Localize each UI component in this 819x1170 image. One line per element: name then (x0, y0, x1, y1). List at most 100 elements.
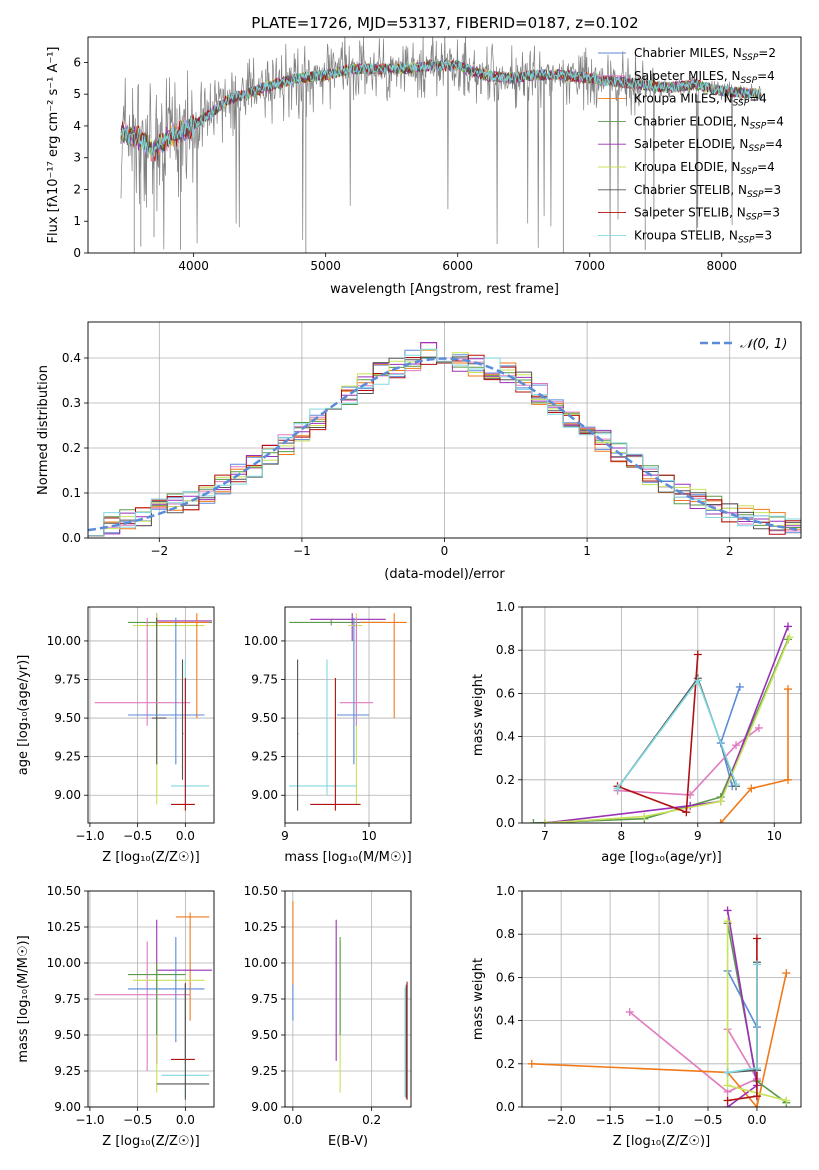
y-tick-label: 10.00 (244, 634, 278, 648)
axes-spectrum: 4000 5000 6000 7000 8000 0 1 2 3 4 5 6 Chabrier MILE… (46, 36, 802, 297)
x-tick-label: −1.5 (596, 1113, 625, 1127)
legend-label-main: Salpeter MILES, N (634, 69, 741, 83)
x-axis-label: E(B-V) (328, 1134, 368, 1149)
y-tick-label: 10.25 (47, 920, 81, 934)
axes-frame (87, 606, 215, 824)
age_vs_mass-plot-area (289, 613, 407, 811)
legend-label-main: Kroupa MILES, N (634, 92, 733, 106)
y-tick-label: 9.00 (54, 1100, 81, 1114)
weight-point-marker (625, 1007, 634, 1016)
y-tick-label: 0.0 (496, 1100, 515, 1114)
axes-age_vs_mass: 9 10 9.00 9.25 9.50 9.75 10.00 mass [log₁₀(M/M☉… (244, 606, 412, 865)
x-tick-label: 1 (583, 544, 591, 558)
weight-point-marker (716, 797, 725, 806)
x-tick-label: −0.5 (123, 1113, 152, 1127)
y-tick-label: 0.1 (62, 486, 81, 500)
y-axis-label: mass weight (471, 674, 486, 756)
legend-label: Chabrier MILES, NSSP=2 (634, 46, 776, 63)
x-axis-label: Z [log₁₀(Z/Z☉)] (102, 850, 199, 865)
weight-point-marker (723, 1068, 732, 1077)
legend-label: Kroupa STELIB, NSSP=3 (634, 228, 772, 245)
legend-label-value: =4 (749, 92, 767, 106)
weight-point-marker (723, 1081, 732, 1090)
x-tick-label: 8000 (707, 259, 738, 273)
y-tick-label: 9.75 (54, 992, 81, 1006)
y-tick-label: 0 (73, 246, 81, 260)
y-tick-label: 10.50 (47, 884, 81, 898)
y-tick-label: 9.25 (54, 1064, 81, 1078)
weight-point-marker (747, 784, 756, 793)
weight-series-line (616, 678, 737, 789)
y-tick-label: 0.8 (496, 643, 515, 657)
weight-point-marker (752, 960, 761, 969)
legend-label-subscript: SSP (741, 76, 758, 86)
legend-label-value: =3 (764, 183, 782, 197)
legend-label-value: =3 (754, 228, 772, 242)
weight_vs_z-plot-area (527, 906, 791, 1107)
axes-weight_vs_z: −2.0 −1.5 −1.0 −0.5 0.0 0.0 0.2 0.4 0.6 0.8 1.0 Z [… (471, 884, 802, 1149)
y-tick-label: 9.25 (251, 750, 278, 764)
legend-label-subscript: SSP (750, 121, 767, 131)
y-tick-label: 4 (73, 119, 81, 133)
x-tick-label: 10 (361, 829, 376, 843)
legend-label: Kroupa MILES, NSSP=4 (634, 92, 767, 109)
x-tick-label: 8 (618, 829, 626, 843)
y-tick-label: 9.00 (251, 1100, 278, 1114)
axes-frame (284, 890, 412, 1108)
weight-series-line (616, 676, 737, 789)
legend-label: 𝒩(0, 1) (740, 337, 787, 352)
legend-label-main: Chabrier STELIB, N (634, 183, 747, 197)
y-tick-label: 9.00 (251, 788, 278, 802)
axes-weight_vs_age: 7 8 9 10 0.0 0.2 0.4 0.6 0.8 1.0 age [log₁₀(age/yr… (471, 600, 802, 865)
y-tick-label: 0.0 (62, 531, 81, 545)
legend-label-main: Chabrier MILES, N (634, 46, 742, 60)
weight-point-marker (613, 784, 622, 793)
x-tick-label: 6000 (442, 259, 473, 273)
weight-point-marker (693, 650, 702, 659)
y-tick-label: 9.50 (251, 711, 278, 725)
legend-label-value: =3 (762, 206, 780, 220)
y-tick-label: 9.25 (251, 1064, 278, 1078)
y-tick-label: 5 (73, 87, 81, 101)
y-tick-label: 9.50 (251, 1028, 278, 1042)
weight-point-marker (752, 1064, 761, 1073)
x-tick-label: 0.0 (747, 1113, 766, 1127)
weight-point-marker (752, 1103, 761, 1107)
y-tick-label: 2 (73, 182, 81, 196)
y-tick-label: 0.2 (496, 1057, 515, 1071)
y-axis-label: age [log₁₀(age/yr)] (16, 655, 31, 776)
weight-point-marker (723, 906, 732, 915)
weight-point-marker (529, 819, 538, 823)
legend-label-subscript: SSP (738, 235, 755, 245)
x-tick-label: 0.0 (176, 829, 195, 843)
x-axis-label: (data-model)/error (384, 567, 505, 582)
x-tick-label: −1 (293, 544, 311, 558)
axes-frame (284, 606, 412, 824)
spectrum-plot-area (120, 37, 762, 253)
legend-label-subscript: SSP (747, 190, 764, 200)
y-axis-label: Flux [fλ10⁻¹⁷ erg cm⁻² s⁻¹ A⁻¹] (46, 47, 61, 244)
weight-point-marker (527, 1059, 536, 1068)
legend-label-subscript: SSP (746, 213, 763, 223)
y-tick-label: 0.2 (62, 441, 81, 455)
y-tick-label: 0.3 (62, 396, 81, 410)
legend-label: Salpeter STELIB, NSSP=3 (634, 206, 780, 223)
weight-point-marker (723, 917, 732, 926)
weight-point-marker (782, 969, 791, 978)
legend-label-main: Kroupa STELIB, N (634, 228, 738, 242)
y-tick-label: 0.6 (496, 686, 515, 700)
axes-mass_vs_z: −1.0 −0.5 0.0 9.00 9.25 9.50 9.75 10.00 10.25 10.… (16, 884, 215, 1149)
y-tick-label: 0.0 (496, 816, 515, 830)
weight-point-marker (693, 676, 702, 685)
legend-label-main: Chabrier ELODIE, N (634, 114, 750, 128)
y-tick-label: 10.00 (47, 634, 81, 648)
legend-label-subscript: SSP (742, 53, 759, 63)
y-tick-label: 1 (73, 214, 81, 228)
residuals-plot-area (88, 342, 801, 537)
y-tick-label: 10.50 (244, 884, 278, 898)
y-axis-label: mass weight (471, 958, 486, 1040)
x-tick-label: 9 (694, 829, 702, 843)
x-tick-label: 2 (726, 544, 734, 558)
x-axis-label: Z [log₁₀(Z/Z☉)] (613, 1134, 710, 1149)
